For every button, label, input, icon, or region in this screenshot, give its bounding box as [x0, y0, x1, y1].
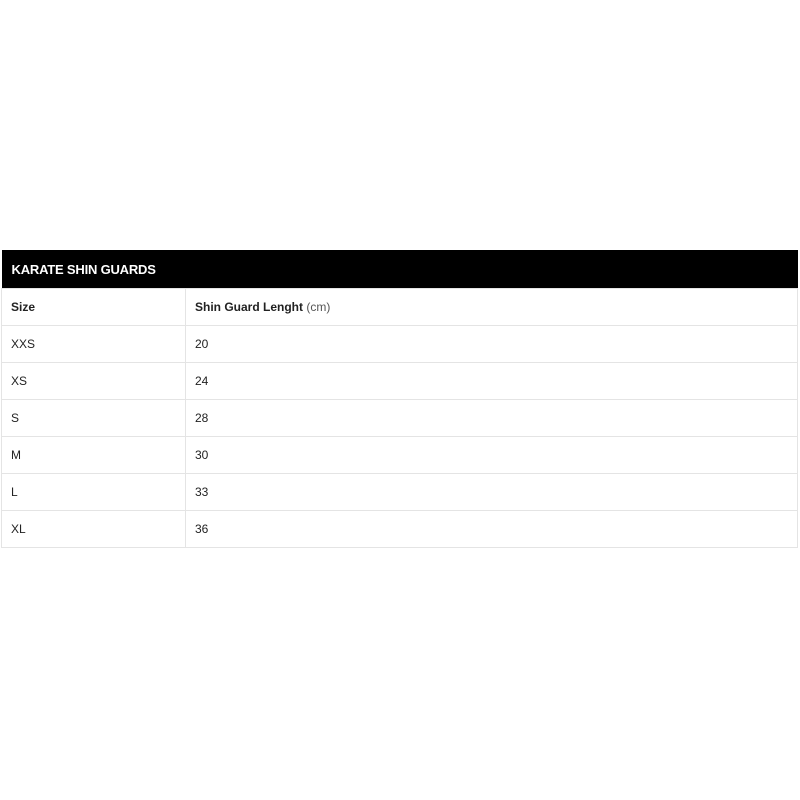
size-cell: S: [1, 399, 186, 437]
header-length: Shin Guard Lenght (cm): [185, 288, 798, 326]
size-cell: M: [1, 436, 186, 474]
length-cell: 33: [185, 473, 798, 511]
header-length-label: Shin Guard Lenght: [195, 300, 303, 314]
table-row: XXS 20: [1, 325, 798, 363]
size-cell: XS: [1, 362, 186, 400]
size-cell: L: [1, 473, 186, 511]
length-cell: 24: [185, 362, 798, 400]
header-unit: (cm): [306, 300, 331, 314]
size-cell: XXS: [1, 325, 186, 363]
table-row: L 33: [1, 473, 798, 511]
header-size: Size: [1, 288, 186, 326]
length-cell: 30: [185, 436, 798, 474]
table-row: XS 24: [1, 362, 798, 400]
header-row: Size Shin Guard Lenght (cm): [1, 288, 798, 326]
length-cell: 36: [185, 510, 798, 548]
length-cell: 20: [185, 325, 798, 363]
size-cell: XL: [1, 510, 186, 548]
size-chart-table: KARATE SHIN GUARDS Size Shin Guard Lengh…: [1, 250, 798, 548]
table-row: M 30: [1, 436, 798, 474]
table-row: S 28: [1, 399, 798, 437]
table-row: XL 36: [1, 510, 798, 548]
length-cell: 28: [185, 399, 798, 437]
table-title: KARATE SHIN GUARDS: [1, 250, 798, 289]
